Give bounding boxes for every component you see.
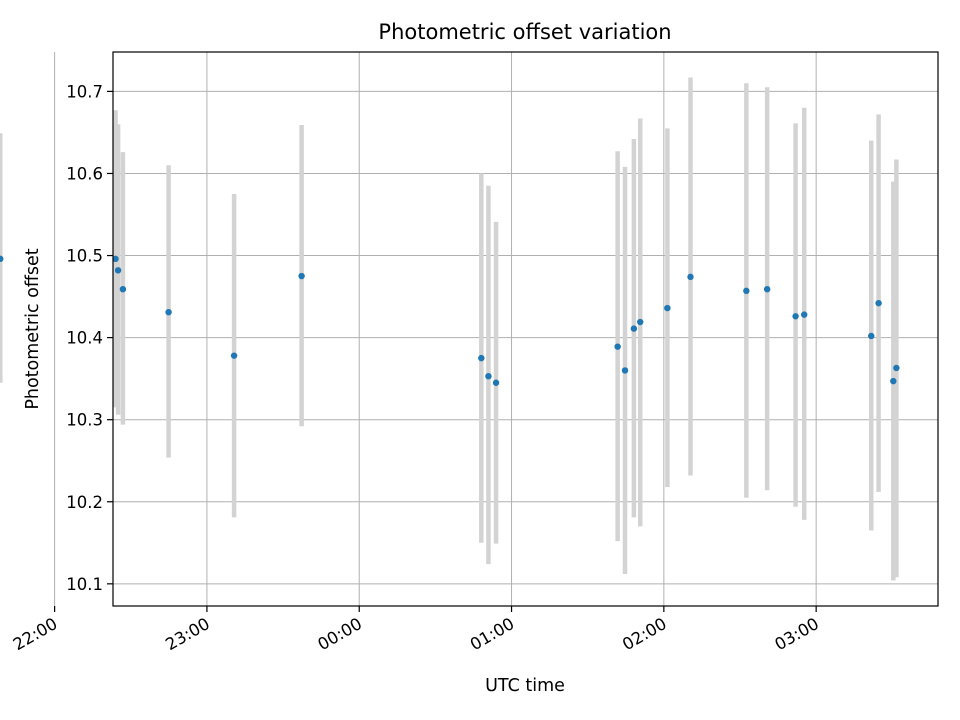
data-point bbox=[614, 343, 621, 350]
data-point bbox=[743, 287, 750, 295]
data-point bbox=[637, 318, 644, 326]
y-tick-label: 10.6 bbox=[66, 164, 103, 183]
y-tick-label: 10.5 bbox=[66, 247, 103, 266]
y-tick-label: 10.1 bbox=[66, 575, 103, 594]
data-point bbox=[0, 255, 4, 263]
y-axis-label: Photometric offset bbox=[23, 248, 43, 409]
y-axis-ticks: 10.1 10.2 10.3 10.4 10.5 10.6 10.7 bbox=[66, 82, 113, 594]
data-point bbox=[112, 255, 119, 263]
y-tick-label: 10.7 bbox=[66, 82, 103, 101]
data-point bbox=[165, 308, 172, 316]
data-point bbox=[763, 285, 771, 293]
data-point bbox=[687, 273, 694, 281]
data-point bbox=[621, 367, 629, 374]
data-point bbox=[890, 377, 897, 385]
y-tick-label: 10.3 bbox=[66, 411, 103, 430]
grid bbox=[54, 52, 938, 606]
y-tick-label: 10.2 bbox=[66, 493, 103, 512]
data-point bbox=[875, 299, 882, 307]
data-point bbox=[630, 325, 638, 332]
data-point bbox=[485, 372, 492, 380]
data-point bbox=[478, 354, 485, 362]
x-axis-label: UTC time bbox=[485, 676, 565, 696]
data-point bbox=[230, 352, 238, 359]
data-point bbox=[868, 332, 875, 340]
data-point bbox=[792, 313, 799, 320]
y-tick-label: 10.4 bbox=[66, 329, 103, 348]
data-point bbox=[114, 267, 122, 274]
data-point bbox=[119, 285, 127, 293]
data-point bbox=[664, 304, 671, 312]
chart-title: Photometric offset variation bbox=[378, 20, 671, 44]
data-point bbox=[298, 272, 305, 280]
data-point bbox=[893, 364, 900, 372]
plot-frame bbox=[112, 51, 939, 607]
data-points bbox=[0, 255, 900, 386]
data-point bbox=[801, 311, 808, 318]
data-point bbox=[492, 379, 500, 386]
